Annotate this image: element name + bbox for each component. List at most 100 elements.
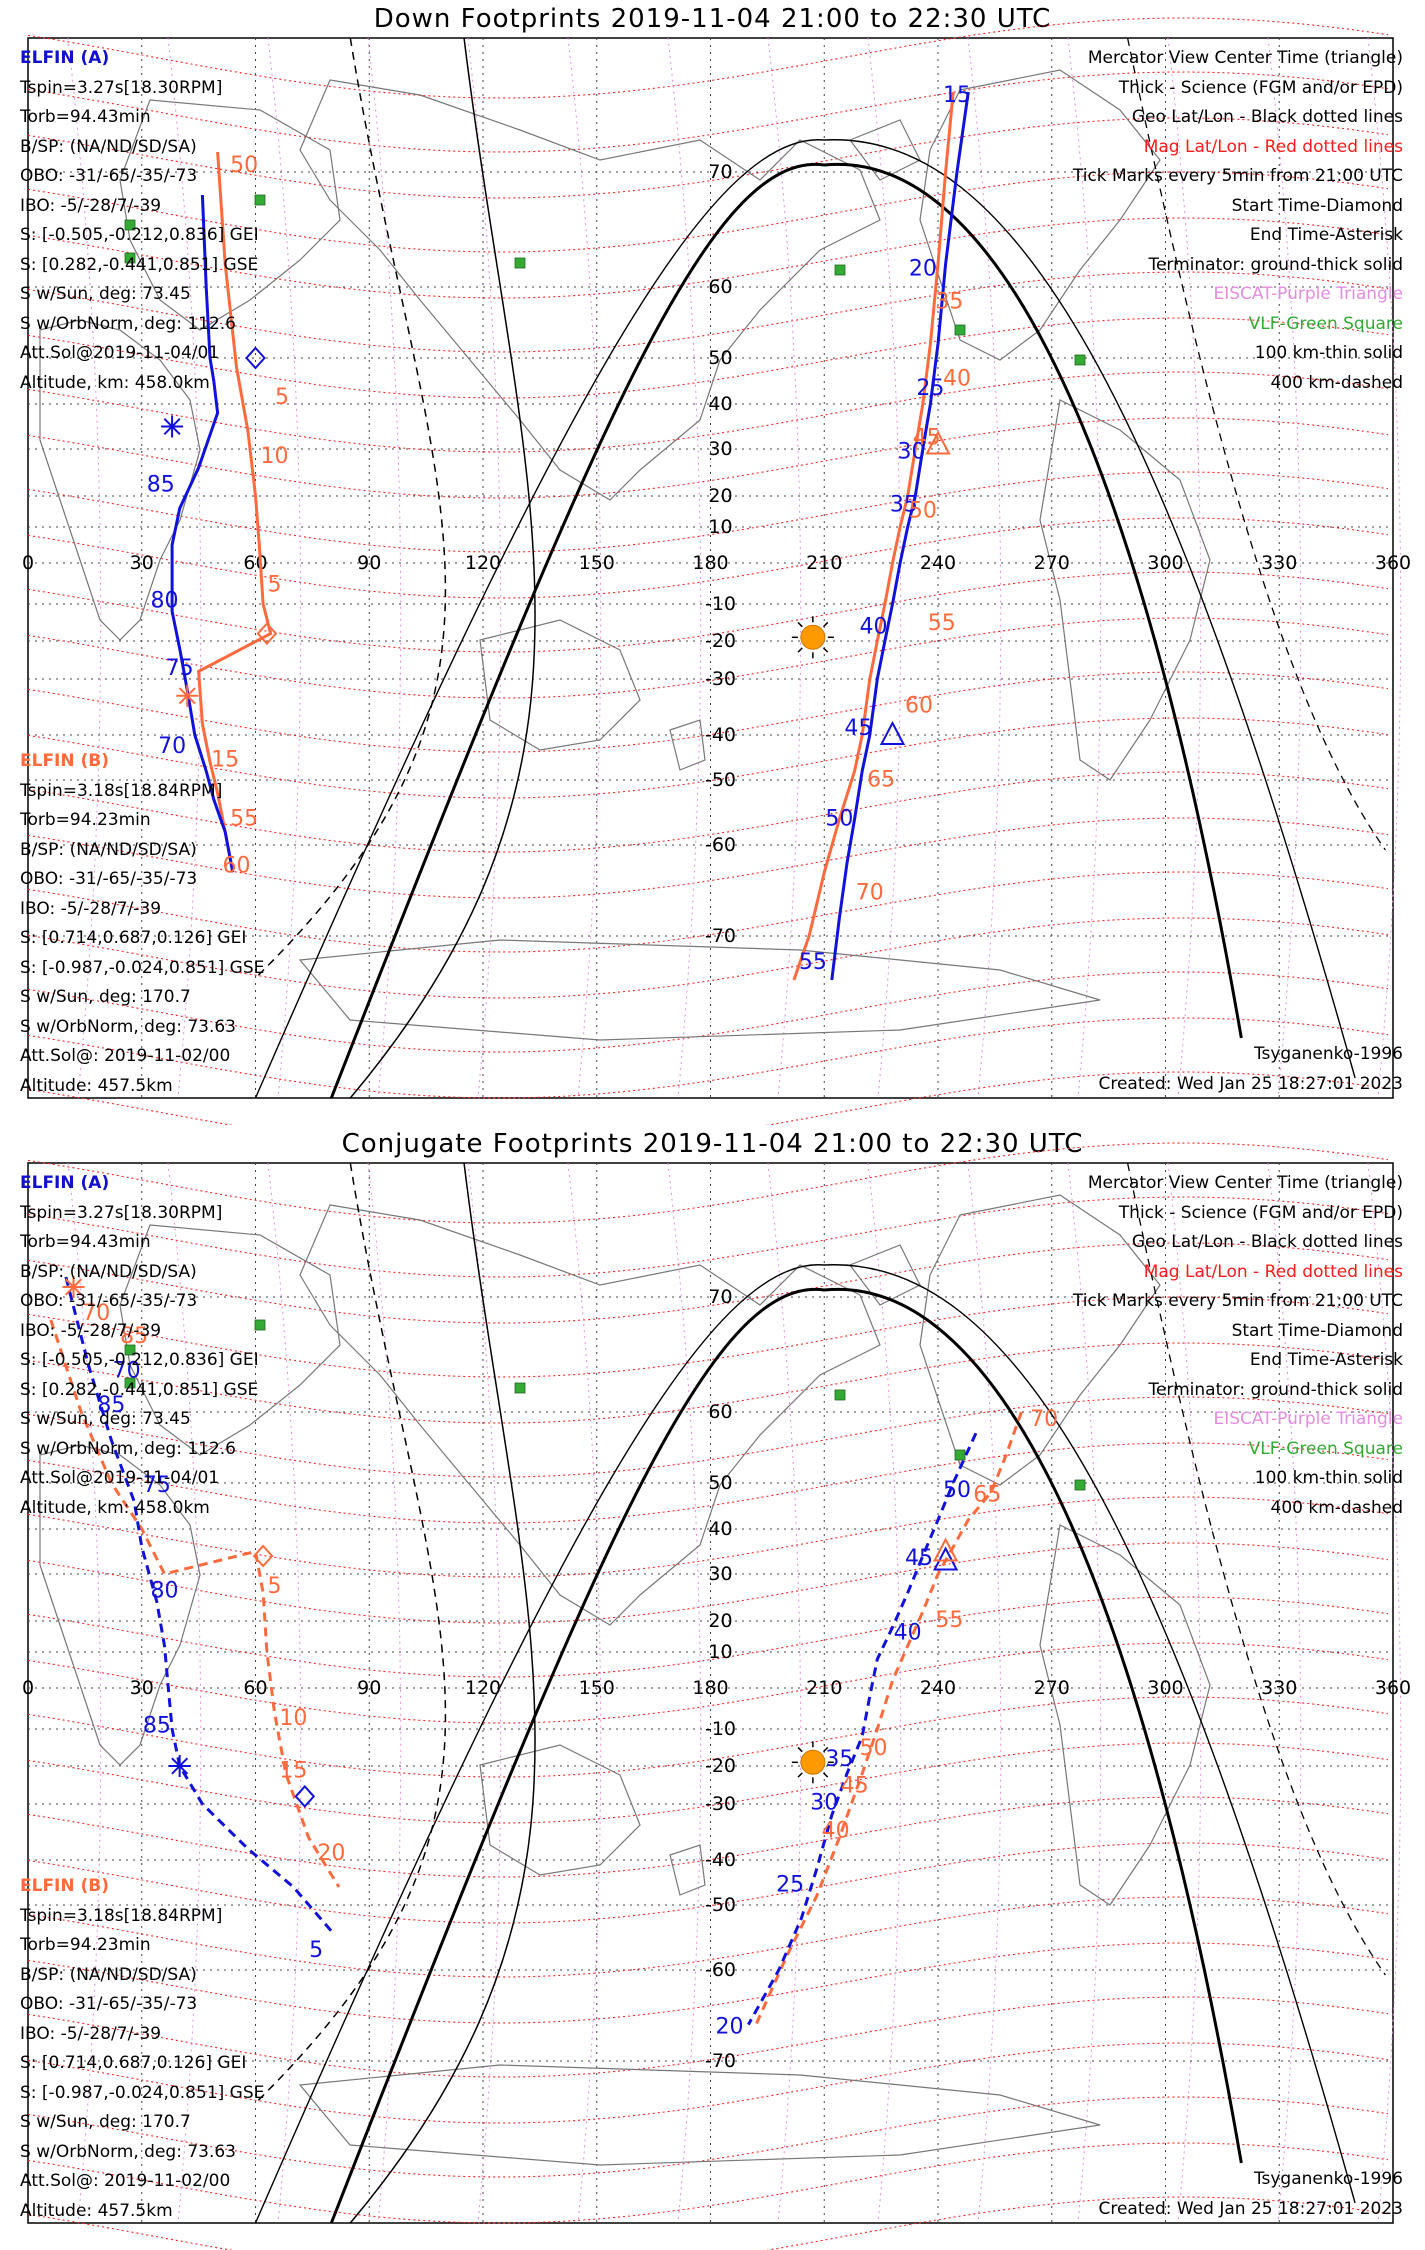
elfin-a-torb: Torb=94.43min — [20, 1232, 151, 1252]
sun-ray — [797, 1772, 803, 1778]
elfin-a-tick-label: 25 — [916, 376, 944, 401]
continent-outline — [298, 2064, 1101, 2166]
mag-meridian — [1167, 37, 1202, 1099]
mag-meridian — [767, 1162, 802, 2224]
elfin-a-obo: OBO: -31/-65/-35/-73 — [20, 1291, 198, 1311]
elfin-b-tick-label: 35 — [935, 289, 963, 314]
longitude-tick-label: 180 — [692, 1677, 728, 1699]
mag-latitude-line — [27, 1196, 1389, 1278]
sun-ray — [822, 647, 829, 653]
elfin-a-name: ELFIN (A) — [20, 48, 110, 68]
elfin-b-track — [197, 151, 273, 873]
legend-terminator: Terminator: ground-thick solid — [1148, 1379, 1403, 1400]
elfin-a-ibo: IBO: -5/-28/7/-39 — [20, 195, 162, 216]
continent-outline — [669, 1844, 706, 1896]
continent-outline — [39, 1444, 201, 1766]
latitude-tick-label: -40 — [705, 724, 736, 746]
continent-outline — [479, 1744, 641, 1876]
longitude-tick-label: 150 — [579, 552, 615, 574]
mag-meridian — [267, 37, 302, 1099]
elfin-b-tick-label: 5 — [275, 385, 289, 410]
elfin-b-s-gse: S: [-0.987,-0.024,0.851] GSE — [20, 2082, 265, 2103]
created-date: Created: Wed Jan 25 18:27:01 2023 — [1098, 1073, 1403, 1094]
vlf-station-marker — [954, 1449, 966, 1461]
legend-start-time: Start Time-Diamond — [1231, 195, 1403, 216]
legend-center-time: Mercator View Center Time (triangle) — [1087, 48, 1403, 68]
legend-tick-marks: Tick Marks every 5min from 21:00 UTC — [1072, 1291, 1403, 1311]
latitude-tick-label: 30 — [708, 438, 732, 460]
latitude-tick-label: 40 — [708, 1518, 732, 1540]
mag-latitude-line — [27, 271, 1389, 353]
mag-meridian — [667, 37, 702, 1099]
elfin-a-center-triangle — [879, 720, 906, 745]
elfin-b-s-orb: S w/OrbNorm, deg: 73.63 — [20, 2141, 237, 2162]
mag-latitude-line — [27, 571, 1389, 653]
latitude-tick-label: 60 — [708, 276, 732, 298]
latitude-tick-label: -50 — [705, 769, 736, 791]
mag-meridian — [1267, 37, 1302, 1099]
vlf-station-marker — [954, 324, 966, 336]
mag-latitude-line — [27, 971, 1389, 1053]
elfin-b-s-gse: S: [-0.987,-0.024,0.851] GSE — [20, 957, 265, 978]
elfin-b-tick-label: 70 — [82, 1301, 110, 1326]
elfin-b-obo: OBO: -31/-65/-35/-73 — [20, 1994, 198, 2014]
longitude-tick-label: 0 — [22, 1677, 34, 1699]
longitude-tick-label: 270 — [1034, 1677, 1070, 1699]
longitude-tick-label: 150 — [579, 1677, 615, 1699]
legend-end-time: End Time-Asterisk — [1249, 225, 1403, 245]
legend-mag-lines: Mag Lat/Lon - Red dotted lines — [1143, 136, 1403, 157]
continent-outline — [669, 719, 706, 771]
mag-latitude-line — [27, 1642, 1389, 1724]
elfin-a-tick-label: 35 — [890, 493, 918, 518]
latitude-tick-label: -40 — [705, 1849, 736, 1871]
elfin-a-alt: Altitude, km: 458.0km — [20, 372, 210, 393]
mag-latitude-line — [27, 917, 1389, 999]
elfin-b-tick-label: 45 — [841, 1774, 869, 1799]
panel-title: Conjugate Footprints 2019-11-04 21:00 to… — [341, 1129, 1084, 1159]
latitude-tick-label: 70 — [708, 161, 732, 183]
mag-latitude-line — [27, 1342, 1389, 1424]
mag-latitude-line — [27, 1696, 1389, 1778]
longitude-tick-label: 210 — [806, 552, 842, 574]
sun-ray — [822, 621, 829, 628]
elfin-b-tick-label: 55 — [928, 611, 956, 636]
elfin-a-tick-label: 70 — [113, 1359, 141, 1384]
mag-latitude-line — [27, 1442, 1389, 1524]
mag-latitude-line — [27, 617, 1389, 699]
elfin-a-att: Att.Sol@2019-11-04/01 — [20, 1468, 220, 1488]
elfin-b-bsp: B/SP: (NA/ND/SD/SA) — [20, 1964, 197, 1985]
mag-latitude-line — [27, 2096, 1389, 2178]
elfin-b-tick-label: 45 — [913, 426, 941, 451]
mag-latitude-line — [27, 817, 1389, 899]
elfin-a-bsp: B/SP: (NA/ND/SD/SA) — [20, 136, 197, 157]
mag-latitude-line — [27, 1896, 1389, 1978]
mag-meridian — [67, 1162, 102, 2224]
elfin-b-s-gei: S: [0.714,0.687,0.126] GEI — [20, 928, 247, 948]
mag-meridian — [1167, 1162, 1202, 2224]
elfin-b-tick-label: 50 — [909, 499, 937, 524]
elfin-b-tick-label: 5 — [267, 573, 281, 598]
elfin-a-track — [170, 194, 235, 873]
latitude-tick-label: -50 — [705, 1894, 736, 1916]
legend-vlf: VLF-Green Square — [1248, 1438, 1403, 1459]
elfin-b-bsp: B/SP: (NA/ND/SD/SA) — [20, 839, 197, 860]
elfin-b-tick-label: 5 — [267, 1574, 281, 1599]
legend-tick-marks: Tick Marks every 5min from 21:00 UTC — [1072, 166, 1403, 186]
down-footprints-panel: Down Footprints 2019-11-04 21:00 to 22:3… — [20, 4, 1411, 1125]
continent-outline — [919, 1194, 1161, 1486]
model-name: Tsyganenko-1996 — [1253, 1044, 1403, 1064]
latitude-tick-label: 20 — [708, 485, 732, 507]
longitude-tick-label: 120 — [465, 552, 501, 574]
elfin-a-s-orb: S w/OrbNorm, deg: 112.6 — [20, 313, 237, 334]
longitude-tick-label: 90 — [357, 1677, 381, 1699]
elfin-a-s-sun: S w/Sun, deg: 73.45 — [20, 1409, 191, 1429]
latitude-tick-label: -10 — [705, 1718, 736, 1740]
latitude-tick-label: -70 — [705, 925, 736, 947]
continent-outline — [299, 1204, 881, 1626]
elfin-a-tick-label: 35 — [825, 1747, 853, 1772]
elfin-a-start-diamond — [294, 1784, 316, 1808]
longitude-tick-label: 240 — [920, 552, 956, 574]
latitude-tick-label: 10 — [708, 516, 732, 538]
longitude-tick-label: 270 — [1034, 552, 1070, 574]
elfin-b-ibo: IBO: -5/-28/7/-39 — [20, 898, 162, 919]
